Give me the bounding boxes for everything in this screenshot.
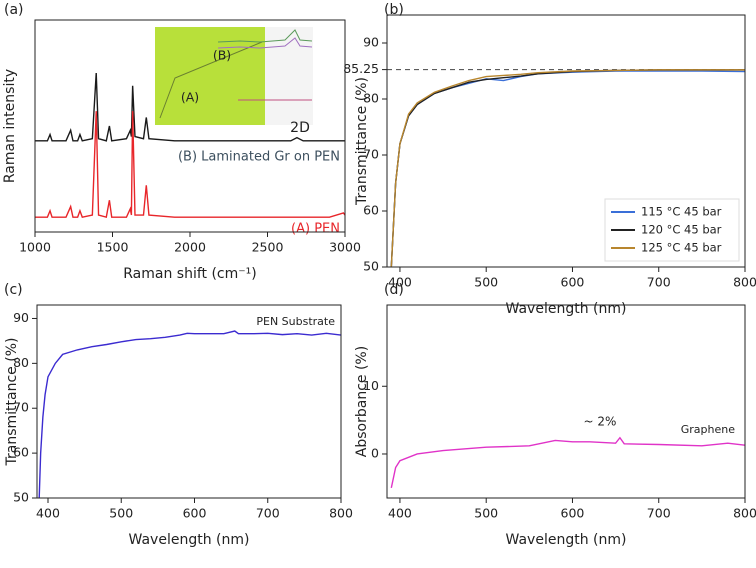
y-tick-label: 0 [371, 445, 379, 460]
x-tick-label: 600 [561, 506, 585, 521]
plot-frame [386, 304, 746, 499]
x-tick-label: 700 [647, 506, 671, 521]
inset-trace [217, 37, 313, 49]
series-line [390, 436, 745, 488]
series-label: (B) Laminated Gr on PEN [178, 150, 340, 165]
annotation: Graphene [681, 423, 735, 436]
series-label: (A) PEN [291, 222, 340, 237]
plot-frame [36, 304, 342, 499]
x-tick-label: 400 [388, 275, 412, 290]
series-line [390, 69, 745, 267]
inset-trace [217, 29, 313, 43]
annotation: ~ 2% [584, 415, 617, 429]
x-tick-label: 800 [733, 506, 756, 521]
x-axis-title: Wavelength (nm) [506, 532, 627, 548]
x-tick-label: 500 [474, 506, 498, 521]
y-axis-title: Transmittance (%) [4, 338, 20, 467]
series-line [38, 330, 341, 498]
x-tick-label: 1000 [19, 240, 51, 255]
panel-label: (c) [4, 282, 23, 298]
legend-box [604, 198, 740, 262]
x-tick-label: 3000 [329, 240, 361, 255]
x-tick-label: 2000 [174, 240, 206, 255]
x-tick-label: 700 [647, 275, 671, 290]
legend-label: 125 °C 45 bar [641, 241, 722, 255]
legend-label: 115 °C 45 bar [641, 205, 722, 219]
plot-frame [34, 19, 346, 233]
y-tick-label: 60 [13, 445, 29, 460]
panel-label: (d) [384, 282, 404, 298]
y-tick-label: 70 [13, 400, 29, 415]
y-tick-label: 50 [363, 259, 379, 274]
annotation: PEN Substrate [256, 315, 335, 328]
y-tick-label: 80 [363, 91, 379, 106]
x-tick-label: 2500 [252, 240, 284, 255]
inset-edge [159, 41, 263, 119]
x-tick-label: 400 [388, 506, 412, 521]
x-tick-label: 400 [36, 506, 60, 521]
x-tick-label: 600 [183, 506, 207, 521]
x-axis-title: Wavelength (nm) [506, 301, 627, 317]
y-tick-label: 70 [363, 147, 379, 162]
legend-label: 120 °C 45 bar [641, 223, 722, 237]
x-tick-label: 800 [329, 506, 353, 521]
y-tick-label: 90 [363, 35, 379, 50]
inset-plot [265, 27, 313, 125]
y-tick-label: 60 [363, 203, 379, 218]
series-line [35, 72, 345, 142]
y-tick-label: 10 [363, 378, 379, 393]
x-axis-title: Raman shift (cm⁻¹) [123, 266, 256, 282]
inset-label: (B) [213, 48, 231, 63]
y-axis-title: Transmittance (%) [354, 77, 370, 206]
series-line [35, 111, 345, 219]
x-tick-label: 1500 [97, 240, 129, 255]
inset-image [155, 27, 265, 125]
x-axis-title: Wavelength (nm) [129, 532, 250, 548]
x-tick-label: 600 [561, 275, 585, 290]
y-tick-label: 90 [13, 310, 29, 325]
y-tick-label: 80 [13, 355, 29, 370]
y-axis-title: Absorbance (%) [354, 346, 370, 457]
annotation: 2D [290, 120, 310, 136]
y-axis-title: Raman intensity [2, 69, 18, 183]
plot-frame [386, 14, 746, 268]
y-tick-label: 85.25 [343, 61, 379, 76]
x-tick-label: 500 [109, 506, 133, 521]
x-tick-label: 800 [733, 275, 756, 290]
x-tick-label: 700 [256, 506, 280, 521]
panel-label: (b) [384, 2, 404, 18]
panel-label: (a) [4, 2, 24, 18]
x-tick-label: 500 [474, 275, 498, 290]
y-tick-label: 50 [13, 490, 29, 505]
inset-label: (A) [181, 90, 199, 105]
